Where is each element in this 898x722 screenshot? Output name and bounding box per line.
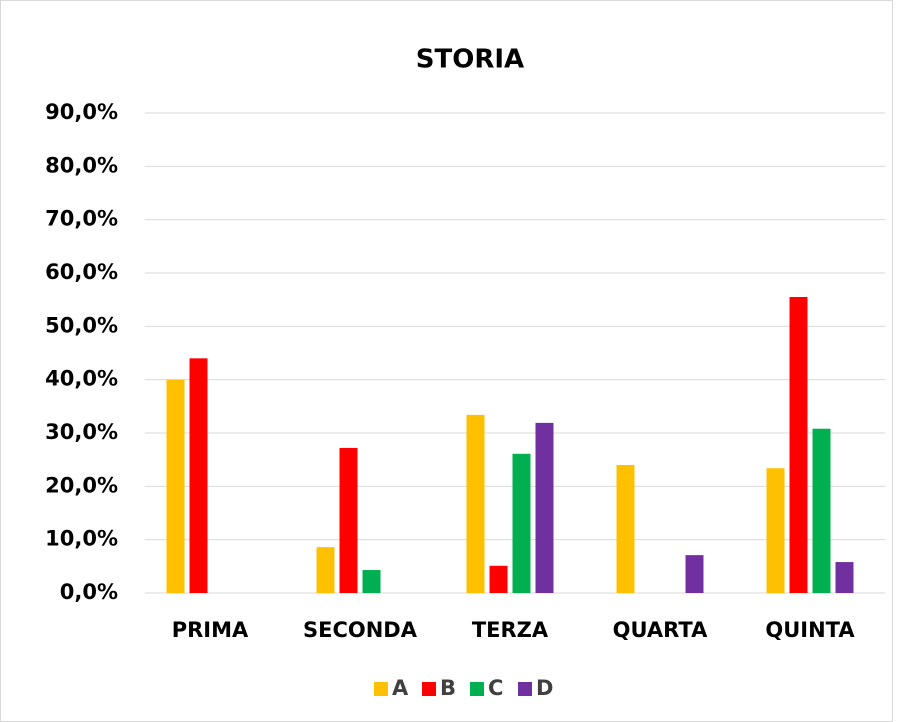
bar (189, 358, 208, 593)
bar (616, 465, 635, 593)
legend-swatch (470, 682, 484, 696)
bar (466, 414, 485, 593)
y-tick-label: 70,0% (45, 207, 118, 231)
bar (789, 297, 808, 593)
legend-swatch (422, 682, 436, 696)
x-tick-label: QUARTA (613, 618, 708, 642)
bar (489, 565, 508, 593)
bar (812, 428, 831, 593)
x-tick-label: PRIMA (172, 618, 249, 642)
bar (835, 562, 854, 593)
x-tick-label: TERZA (472, 618, 549, 642)
y-tick-label: 0,0% (60, 580, 118, 604)
bar (166, 379, 185, 593)
legend-label: B (440, 676, 456, 700)
bar (535, 422, 554, 593)
x-tick-label: SECONDA (303, 618, 418, 642)
y-tick-label: 80,0% (45, 153, 118, 177)
bar (685, 555, 704, 593)
y-tick-label: 60,0% (45, 260, 118, 284)
x-tick-label: QUINTA (765, 618, 855, 642)
legend-label: C (488, 676, 503, 700)
y-tick-label: 20,0% (45, 473, 118, 497)
legend-label: A (392, 676, 409, 700)
y-tick-label: 90,0% (45, 100, 118, 124)
bar (512, 453, 531, 593)
chart-title: STORIA (416, 45, 524, 75)
y-tick-label: 10,0% (45, 527, 118, 551)
bar (362, 570, 381, 593)
legend-swatch (374, 682, 388, 696)
legend-label: D (536, 676, 553, 700)
y-tick-label: 40,0% (45, 367, 118, 391)
bar (316, 547, 335, 593)
bar (766, 468, 785, 593)
legend-swatch (518, 682, 532, 696)
y-tick-label: 30,0% (45, 420, 118, 444)
bar (339, 447, 358, 593)
y-tick-label: 50,0% (45, 313, 118, 337)
